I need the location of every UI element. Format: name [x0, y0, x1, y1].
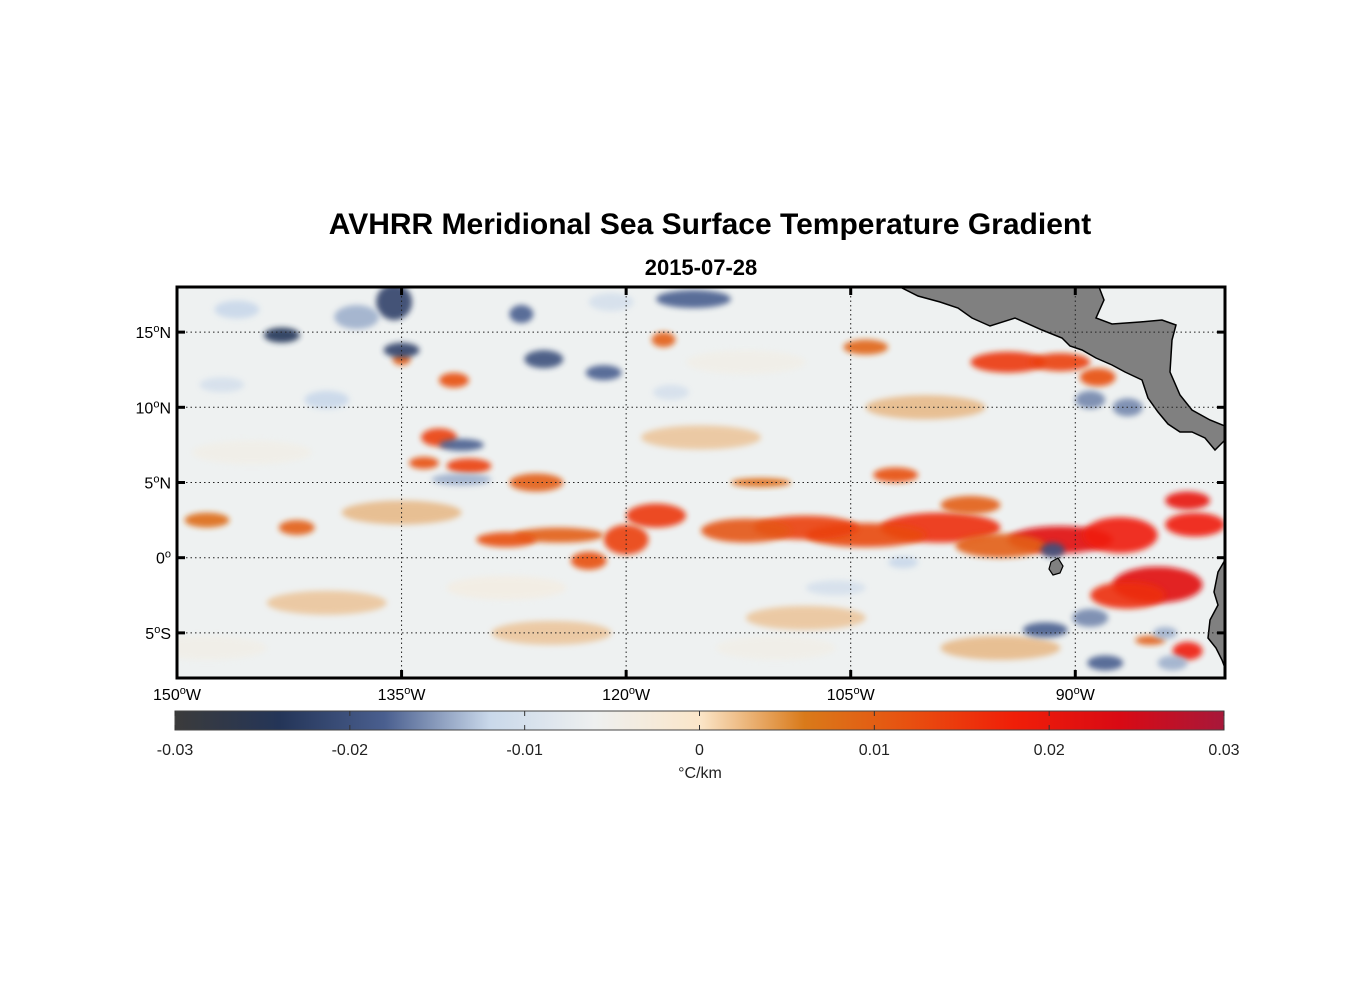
positive-gradient-feature-7: [1135, 635, 1166, 645]
positive-gradient-feature-17: [476, 532, 537, 548]
field-texture-7: [446, 575, 567, 600]
positive-gradient-feature-21: [409, 456, 439, 469]
positive-gradient-feature-6: [1172, 641, 1203, 660]
field-texture-8: [940, 635, 1061, 660]
colorbar-label: °C/km: [678, 765, 722, 782]
map-background: [177, 287, 1225, 678]
chart-title: AVHRR Meridional Sea Surface Temperature…: [329, 208, 1091, 241]
positive-gradient-feature-5: [1165, 512, 1225, 537]
positive-gradient-feature-16: [570, 551, 607, 570]
longitude-tick-labels: 150oW 135oW 120oW 105oW 90oW: [153, 685, 1096, 704]
negative-gradient-feature-37: [439, 438, 484, 451]
lat-label-5S: 5oS: [145, 624, 171, 643]
positive-gradient-feature-13: [626, 503, 687, 528]
map-panel: 150oW 135oW 120oW 105oW 90oW 15oN 10oN 5oN 0o 5o…: [136, 285, 1227, 704]
positive-gradient-feature-26: [873, 467, 919, 483]
negative-gradient-feature-53: [1157, 655, 1188, 671]
positive-gradient-feature-3: [1090, 581, 1166, 609]
positive-gradient-feature-24: [1030, 353, 1091, 372]
negative-gradient-feature-34: [263, 327, 300, 343]
field-texture-6: [865, 395, 986, 420]
colorbar-tick-label-0: -0.03: [157, 742, 194, 759]
lat-label-15N: 15oN: [136, 323, 171, 342]
lon-label-120W: 120oW: [602, 685, 651, 704]
negative-gradient-feature-38: [431, 473, 492, 486]
positive-gradient-feature-27: [730, 477, 791, 488]
graticule: [176, 287, 1225, 678]
field-texture-0: [266, 590, 387, 615]
positive-gradient-feature-1: [1082, 517, 1158, 554]
negative-gradient-feature-52: [1087, 655, 1124, 671]
negative-gradient-feature-41: [585, 365, 622, 381]
frame-ticks: [175, 287, 1225, 678]
positive-gradient-feature-4: [1165, 491, 1211, 510]
negative-gradient-feature-35: [376, 287, 413, 321]
positive-gradient-feature-23: [970, 351, 1046, 373]
latitude-tick-labels: 15oN 10oN 5oN 0o 5oS: [136, 323, 171, 643]
central-america-land: [899, 287, 1225, 452]
field-texture-10: [177, 635, 267, 660]
positive-gradient-feature-22: [439, 372, 469, 388]
lon-label-105W: 105oW: [827, 685, 876, 704]
positive-gradient-feature-28: [184, 512, 230, 528]
positive-gradient-feature-18: [509, 473, 564, 492]
negative-gradient-feature-49: [1075, 390, 1106, 409]
negative-gradient-feature-39: [509, 305, 534, 324]
colorbar: -0.03 -0.02 -0.01 0 0.01 0.02 0.03 °C/km: [157, 710, 1240, 782]
field-texture-11: [745, 605, 866, 630]
negative-gradient-feature-40: [524, 350, 564, 369]
positive-gradient-feature-32: [651, 332, 676, 348]
lon-label-90W: 90oW: [1056, 685, 1096, 704]
galapagos-islands: [1048, 557, 1064, 576]
field-texture-4: [641, 425, 761, 450]
colorbar-tick-label-2: -0.01: [506, 742, 543, 759]
colorbar-tick-label-3: 0: [695, 742, 704, 759]
positive-gradient-feature-29: [278, 520, 315, 536]
lat-label-0: 0o: [156, 549, 171, 568]
lon-label-135W: 135oW: [378, 685, 427, 704]
positive-gradient-feature-31: [843, 339, 889, 355]
negative-gradient-feature-55: [805, 580, 866, 596]
lat-label-10N: 10oN: [136, 398, 171, 417]
colorbar-tick-label-4: 0.01: [859, 742, 890, 759]
colorbar-ticks: -0.03 -0.02 -0.01 0 0.01 0.02 0.03: [157, 711, 1240, 759]
field-texture-2: [715, 635, 836, 660]
negative-gradient-feature-58: [588, 293, 634, 312]
chart-subtitle: 2015-07-28: [645, 255, 758, 280]
field-texture-9: [685, 350, 806, 375]
field-texture-5: [191, 440, 312, 465]
positive-gradient-feature-12: [955, 533, 1046, 558]
colorbar-tick-label-5: 0.02: [1034, 742, 1065, 759]
negative-gradient-feature-42: [656, 290, 731, 309]
negative-gradient-feature-44: [214, 300, 260, 319]
negative-gradient-feature-46: [888, 556, 919, 569]
negative-gradient-feature-57: [199, 377, 245, 393]
negative-gradient-feature-51: [1040, 542, 1065, 558]
positive-gradient-feature-25: [1079, 368, 1116, 387]
positive-gradient-feature-15: [513, 527, 604, 543]
positive-gradient-feature-11: [701, 518, 791, 543]
colorbar-tick-label-1: -0.02: [332, 742, 369, 759]
negative-gradient-feature-48: [1072, 608, 1109, 627]
negative-gradient-feature-45: [304, 390, 350, 409]
colorbar-tick-label-6: 0.03: [1208, 742, 1239, 759]
positive-gradient-feature-20: [446, 458, 492, 474]
negative-gradient-feature-56: [653, 384, 690, 400]
positive-gradient-feature-33: [940, 496, 1001, 515]
lat-label-5N: 5oN: [144, 474, 171, 493]
negative-gradient-feature-54: [1153, 626, 1178, 639]
land-masses: [899, 287, 1225, 669]
negative-gradient-feature-43: [334, 305, 380, 330]
negative-gradient-feature-47: [1022, 622, 1068, 638]
lon-label-150W: 150oW: [153, 685, 202, 704]
